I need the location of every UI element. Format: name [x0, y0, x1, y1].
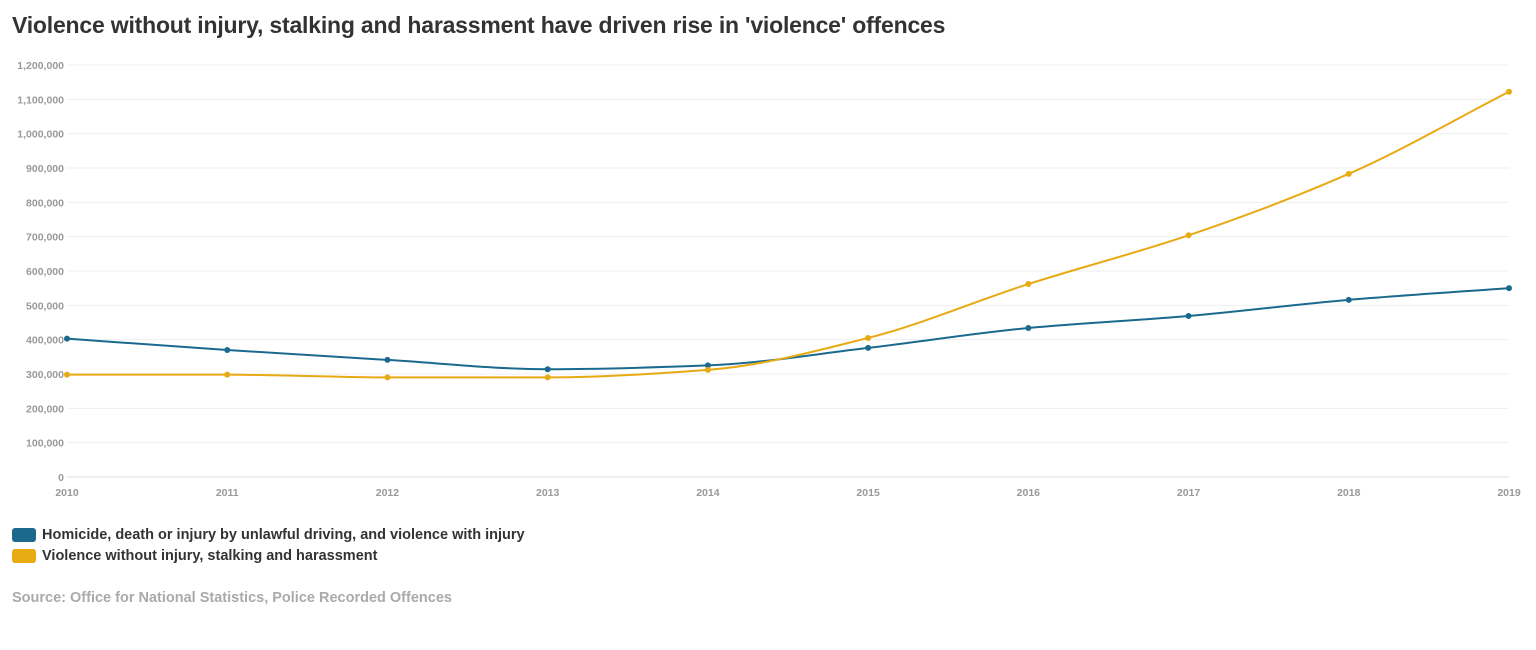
x-tick-label: 2019 [1497, 487, 1521, 499]
data-point-series-1 [1345, 296, 1352, 303]
data-point-series-2 [1345, 170, 1352, 177]
data-point-series-2 [1185, 232, 1192, 239]
data-point-series-1 [1185, 312, 1192, 319]
data-point-series-2 [224, 371, 231, 378]
data-point-series-1 [865, 344, 872, 351]
data-point-series-1 [544, 366, 551, 373]
x-axis-ticks: 2010 2011 2012 2013 2014 2015 2016 2017 2018 2019 [55, 487, 1521, 499]
data-point-series-2 [1506, 88, 1512, 95]
line-chart: 0 100,000 200,000 300,000 400,000 500,000 600,… [17, 60, 1521, 499]
data-point-series-1 [704, 362, 711, 369]
legend-swatch-series-2 [12, 548, 36, 563]
y-tick-label: 1,100,000 [17, 94, 64, 106]
series-line-2 [67, 90, 1510, 379]
data-point-series-1 [64, 335, 70, 342]
x-tick-label: 2016 [1017, 487, 1041, 499]
y-tick-label: 600,000 [26, 266, 64, 278]
x-tick-label: 2010 [55, 487, 79, 499]
legend-item-series-1: Homicide, death or injury by unlawful dr… [12, 524, 525, 545]
data-point-series-2 [384, 374, 391, 381]
y-tick-label: 900,000 [26, 163, 64, 175]
y-tick-label: 1,200,000 [17, 60, 64, 72]
y-tick-label: 800,000 [26, 197, 64, 209]
data-point-series-2 [64, 371, 70, 378]
legend-swatch-series-1 [12, 527, 36, 542]
data-point-series-1 [1025, 324, 1032, 331]
series-points [64, 88, 1512, 381]
data-point-series-2 [1025, 281, 1032, 288]
y-tick-label: 200,000 [26, 403, 64, 415]
legend-item-series-2: Violence without injury, stalking and ha… [12, 545, 525, 566]
x-tick-label: 2015 [856, 487, 880, 499]
x-tick-label: 2017 [1177, 487, 1201, 499]
chart-title: Violence without injury, stalking and ha… [12, 12, 946, 38]
y-tick-label: 0 [58, 472, 64, 484]
source-note: Source: Office for National Statistics, … [12, 590, 452, 606]
x-tick-label: 2014 [696, 487, 720, 499]
y-tick-label: 500,000 [26, 300, 64, 312]
x-tick-label: 2012 [376, 487, 400, 499]
x-tick-label: 2013 [536, 487, 560, 499]
legend-label-series-1: Homicide, death or injury by unlawful dr… [42, 526, 525, 543]
data-point-series-1 [384, 356, 391, 363]
y-tick-label: 700,000 [26, 232, 64, 244]
x-tick-label: 2018 [1337, 487, 1361, 499]
data-point-series-2 [704, 366, 711, 373]
y-axis-ticks: 0 100,000 200,000 300,000 400,000 500,000 600,… [17, 60, 64, 484]
y-tick-label: 300,000 [26, 369, 64, 381]
grid-lines [67, 64, 1509, 478]
data-point-series-1 [224, 346, 231, 353]
y-tick-label: 100,000 [26, 438, 64, 450]
y-tick-label: 400,000 [26, 335, 64, 347]
data-point-series-2 [865, 334, 872, 341]
data-point-series-1 [1506, 285, 1512, 292]
data-point-series-2 [544, 374, 551, 381]
legend: Homicide, death or injury by unlawful dr… [12, 524, 525, 566]
x-tick-label: 2011 [216, 487, 239, 499]
series-lines [66, 90, 1510, 379]
legend-label-series-2: Violence without injury, stalking and ha… [42, 547, 378, 564]
y-tick-label: 1,000,000 [17, 129, 64, 141]
